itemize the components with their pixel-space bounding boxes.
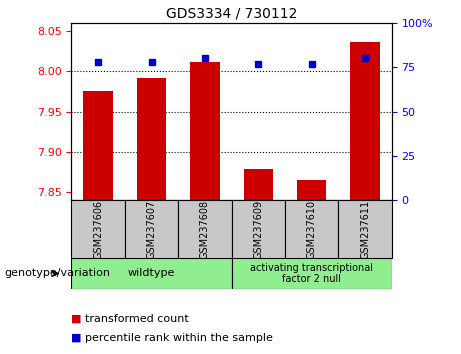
Text: GSM237609: GSM237609 bbox=[254, 200, 263, 259]
Text: GSM237608: GSM237608 bbox=[200, 200, 210, 259]
Text: percentile rank within the sample: percentile rank within the sample bbox=[85, 333, 273, 343]
Text: GSM237607: GSM237607 bbox=[147, 200, 157, 259]
Bar bbox=[285, 200, 338, 258]
Text: ■: ■ bbox=[71, 314, 82, 324]
Bar bbox=[137, 78, 166, 200]
Title: GDS3334 / 730112: GDS3334 / 730112 bbox=[166, 6, 297, 21]
Bar bbox=[71, 200, 125, 258]
Bar bbox=[231, 200, 285, 258]
Text: wildtype: wildtype bbox=[128, 268, 175, 279]
Bar bbox=[231, 258, 392, 289]
Text: genotype/variation: genotype/variation bbox=[5, 268, 111, 279]
Bar bbox=[83, 91, 113, 200]
Text: ■: ■ bbox=[71, 333, 82, 343]
Text: GSM237610: GSM237610 bbox=[307, 200, 317, 259]
Bar bbox=[190, 62, 219, 200]
Text: GSM237611: GSM237611 bbox=[360, 200, 370, 259]
Bar bbox=[244, 170, 273, 200]
Bar bbox=[350, 41, 380, 200]
Bar bbox=[71, 258, 231, 289]
Bar bbox=[178, 200, 231, 258]
Bar bbox=[297, 180, 326, 200]
Text: GSM237606: GSM237606 bbox=[93, 200, 103, 259]
Bar bbox=[338, 200, 392, 258]
Bar bbox=[125, 200, 178, 258]
Text: activating transcriptional
factor 2 null: activating transcriptional factor 2 null bbox=[250, 263, 373, 284]
Text: transformed count: transformed count bbox=[85, 314, 189, 324]
